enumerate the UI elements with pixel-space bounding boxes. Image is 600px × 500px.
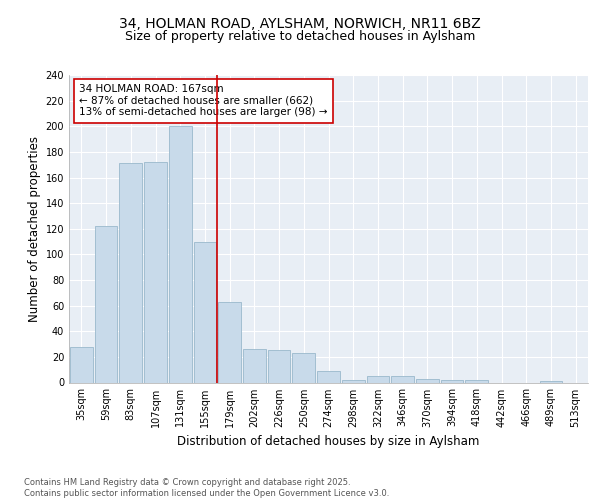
Bar xyxy=(367,376,389,382)
Bar xyxy=(416,378,439,382)
Bar xyxy=(466,380,488,382)
Text: Size of property relative to detached houses in Aylsham: Size of property relative to detached ho… xyxy=(125,30,475,43)
Bar xyxy=(218,302,241,382)
Text: 34, HOLMAN ROAD, AYLSHAM, NORWICH, NR11 6BZ: 34, HOLMAN ROAD, AYLSHAM, NORWICH, NR11 … xyxy=(119,18,481,32)
Bar xyxy=(268,350,290,382)
Bar xyxy=(194,242,216,382)
Bar xyxy=(169,126,191,382)
Bar xyxy=(243,349,266,382)
Bar xyxy=(441,380,463,382)
Bar xyxy=(144,162,167,382)
X-axis label: Distribution of detached houses by size in Aylsham: Distribution of detached houses by size … xyxy=(178,435,479,448)
Bar xyxy=(317,371,340,382)
Bar xyxy=(539,381,562,382)
Bar xyxy=(391,376,414,382)
Bar xyxy=(292,353,315,382)
Bar xyxy=(95,226,118,382)
Text: Contains HM Land Registry data © Crown copyright and database right 2025.
Contai: Contains HM Land Registry data © Crown c… xyxy=(24,478,389,498)
Text: 34 HOLMAN ROAD: 167sqm
← 87% of detached houses are smaller (662)
13% of semi-de: 34 HOLMAN ROAD: 167sqm ← 87% of detached… xyxy=(79,84,328,117)
Bar xyxy=(342,380,365,382)
Bar xyxy=(70,346,93,382)
Bar xyxy=(119,164,142,382)
Y-axis label: Number of detached properties: Number of detached properties xyxy=(28,136,41,322)
